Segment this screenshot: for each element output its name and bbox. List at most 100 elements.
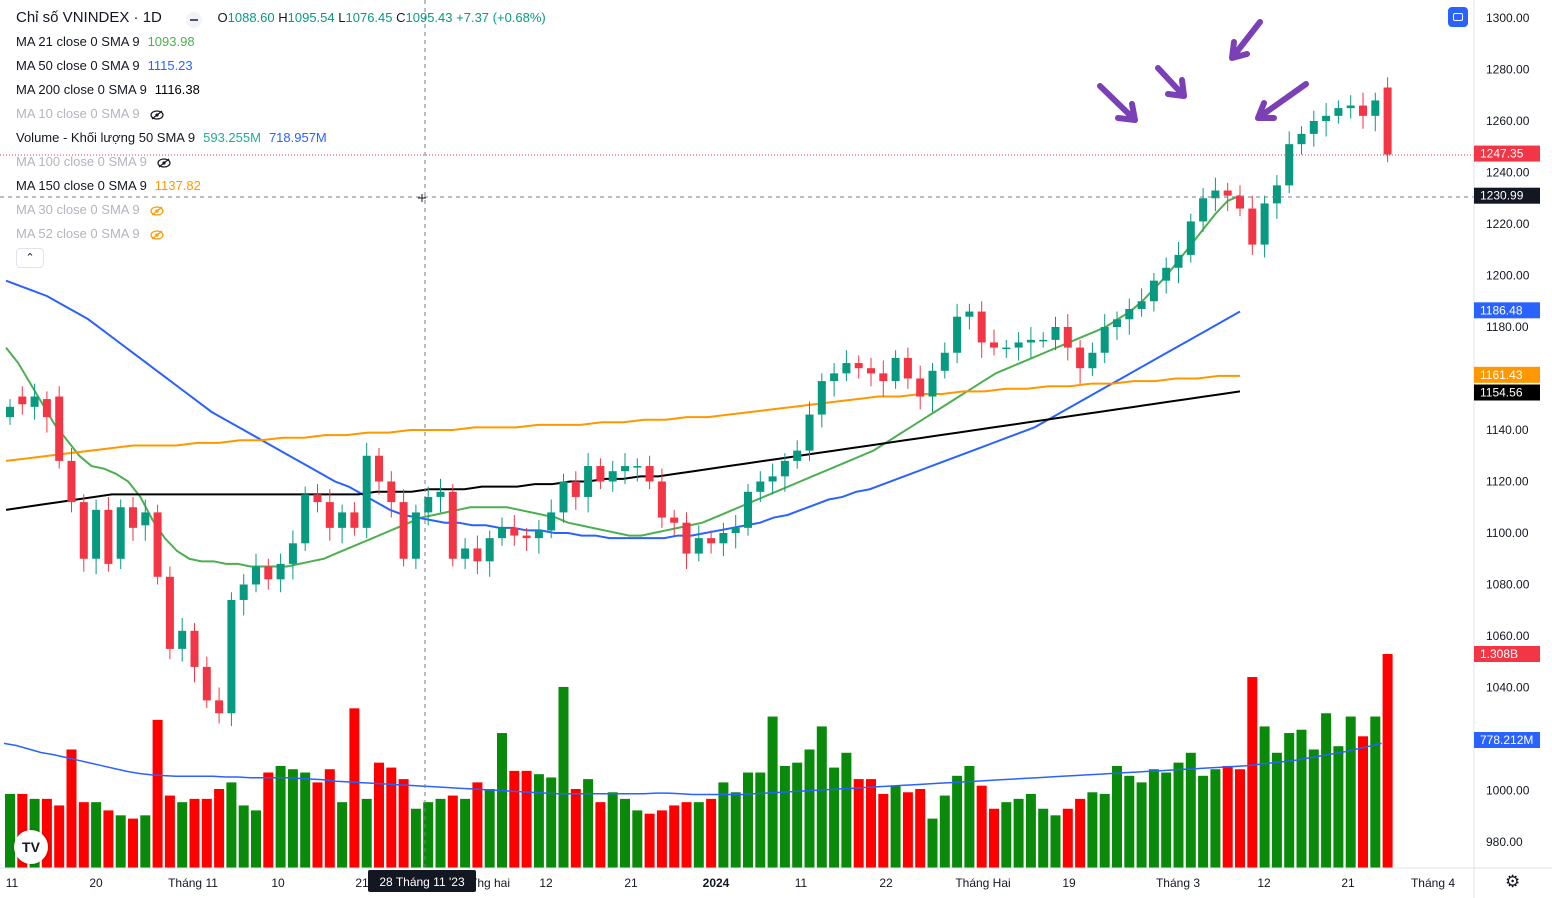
candle-body <box>1174 254 1183 268</box>
legend-row[interactable]: MA 10 close 0 SMA 9 <box>16 102 546 126</box>
candle <box>1346 95 1355 119</box>
moving-average-lines <box>5 194 1241 568</box>
legend-row[interactable]: MA 30 close 0 SMA 9 <box>16 198 546 222</box>
x-tick-label: 21 <box>624 876 638 890</box>
ma-line-ma-200 <box>5 390 1241 511</box>
volume-bar <box>361 798 372 868</box>
eye-off-icon[interactable] <box>157 157 171 168</box>
volume-bar <box>743 772 753 868</box>
candle-body <box>879 373 888 382</box>
legend-label: MA 150 close 0 SMA 9 <box>16 178 147 193</box>
ma-price-tag-text: 1154.56 <box>1480 386 1523 400</box>
open-label: O <box>217 10 228 25</box>
volume-bar <box>1333 746 1344 868</box>
candle <box>1248 195 1257 255</box>
volume-bar <box>1321 713 1332 868</box>
settings-gear-icon[interactable]: ⚙ <box>1505 872 1521 891</box>
volume-bar <box>1161 772 1172 868</box>
volume-bar <box>669 805 680 868</box>
minimize-icon[interactable] <box>186 12 202 28</box>
candle-body <box>325 502 334 528</box>
eye-off-icon[interactable] <box>149 109 164 120</box>
legend-row[interactable]: MA 200 close 0 SMA 9 1116.38 <box>16 78 546 102</box>
x-tick-label: 2024 <box>703 876 730 890</box>
high-label: H <box>278 10 288 25</box>
candle <box>571 471 580 510</box>
candle-body <box>1359 105 1367 116</box>
symbol-title[interactable]: Chỉ số VNINDEX · 1D <box>16 9 162 26</box>
candle-body <box>411 512 420 559</box>
volume-tag-text: 1.308B <box>1480 647 1518 661</box>
last-price-tag: 1247.35 <box>1474 145 1540 162</box>
candle <box>1137 288 1146 317</box>
tradingview-logo-icon[interactable]: TV <box>14 830 48 864</box>
legend-value: 593.255M <box>203 130 261 145</box>
volume-bar <box>189 798 200 868</box>
legend-row[interactable]: MA 50 close 0 SMA 9 1115.23 <box>16 54 546 78</box>
legend-row[interactable]: MA 150 close 0 SMA 9 1137.82 <box>16 174 546 198</box>
candle <box>473 535 482 575</box>
candle-body <box>608 471 617 482</box>
candle <box>6 399 14 425</box>
candle-body <box>153 512 162 577</box>
eye-off-orange-icon[interactable] <box>149 229 164 240</box>
legend-row[interactable]: Volume - Khối lượng 50 SMA 9 593.255M 718.… <box>16 126 546 150</box>
volume-bar <box>1235 769 1245 868</box>
candle-body <box>1039 339 1048 342</box>
candle-body <box>756 481 765 492</box>
candle <box>485 530 494 577</box>
candle <box>854 355 863 379</box>
arrow-annotation-icon <box>1097 83 1138 123</box>
volume-bar <box>718 782 729 868</box>
candle <box>350 502 359 536</box>
volume-bar <box>1099 793 1110 868</box>
legend-label: MA 10 close 0 SMA 9 <box>16 106 140 121</box>
volume-bar <box>386 767 397 868</box>
candle-body <box>1272 185 1281 204</box>
candle <box>977 301 986 358</box>
annotation-arrows <box>1097 19 1309 123</box>
collapse-legend-button[interactable]: ⌃ <box>16 248 44 268</box>
volume-bar <box>1185 752 1196 868</box>
candle-body <box>670 517 679 523</box>
legend-row[interactable]: MA 21 close 0 SMA 9 1093.98 <box>16 30 546 54</box>
crosshair-price-tag-text: 1230.99 <box>1480 189 1524 203</box>
price-axis[interactable]: 1300.00 1280.00 1260.00 1240.00 1220.00 1200.… <box>1486 11 1530 849</box>
candle-body <box>1309 121 1318 134</box>
candle <box>990 329 998 356</box>
candle-body <box>780 460 789 477</box>
candle <box>1334 100 1343 124</box>
low-label: L <box>338 10 346 25</box>
candle <box>584 453 593 513</box>
volume-bar <box>927 818 938 868</box>
candle-body <box>1297 133 1306 145</box>
volume-ma-polyline <box>3 742 1382 796</box>
candle-body <box>276 563 285 580</box>
x-tick-label: 21 <box>1341 876 1355 890</box>
legend-row[interactable]: MA 100 close 0 SMA 9 <box>16 150 546 174</box>
volume-bar <box>263 772 274 868</box>
x-tick-label: 19 <box>1062 876 1076 890</box>
time-axis[interactable]: 11 20 Tháng 11 10 21 Thg hai 12 21 2024 11 22 Tháng… <box>6 870 1456 892</box>
legend-row[interactable]: MA 52 close 0 SMA 9 <box>16 222 546 246</box>
chart-legend: Chỉ số VNINDEX · 1D O1088.60 H1095.54 L1… <box>16 6 546 246</box>
volume-bar <box>755 772 766 868</box>
candle <box>362 442 371 539</box>
candle-body <box>1199 198 1208 222</box>
candle-body <box>264 566 273 580</box>
volume-bar <box>1136 782 1147 868</box>
candle <box>817 373 826 428</box>
y-tick-label: 1000.00 <box>1486 784 1530 798</box>
candle-body <box>239 584 248 600</box>
candle <box>903 347 912 389</box>
eye-off-orange-icon[interactable] <box>149 205 164 216</box>
volume-bar <box>976 785 987 868</box>
change-value: +7.37 (+0.68%) <box>456 10 546 25</box>
fullscreen-icon[interactable] <box>1448 7 1468 27</box>
candle-body <box>424 496 433 513</box>
volume-bar <box>1025 793 1036 868</box>
candle-body <box>1002 347 1011 350</box>
volume-bar <box>681 802 692 868</box>
candle <box>252 553 260 593</box>
